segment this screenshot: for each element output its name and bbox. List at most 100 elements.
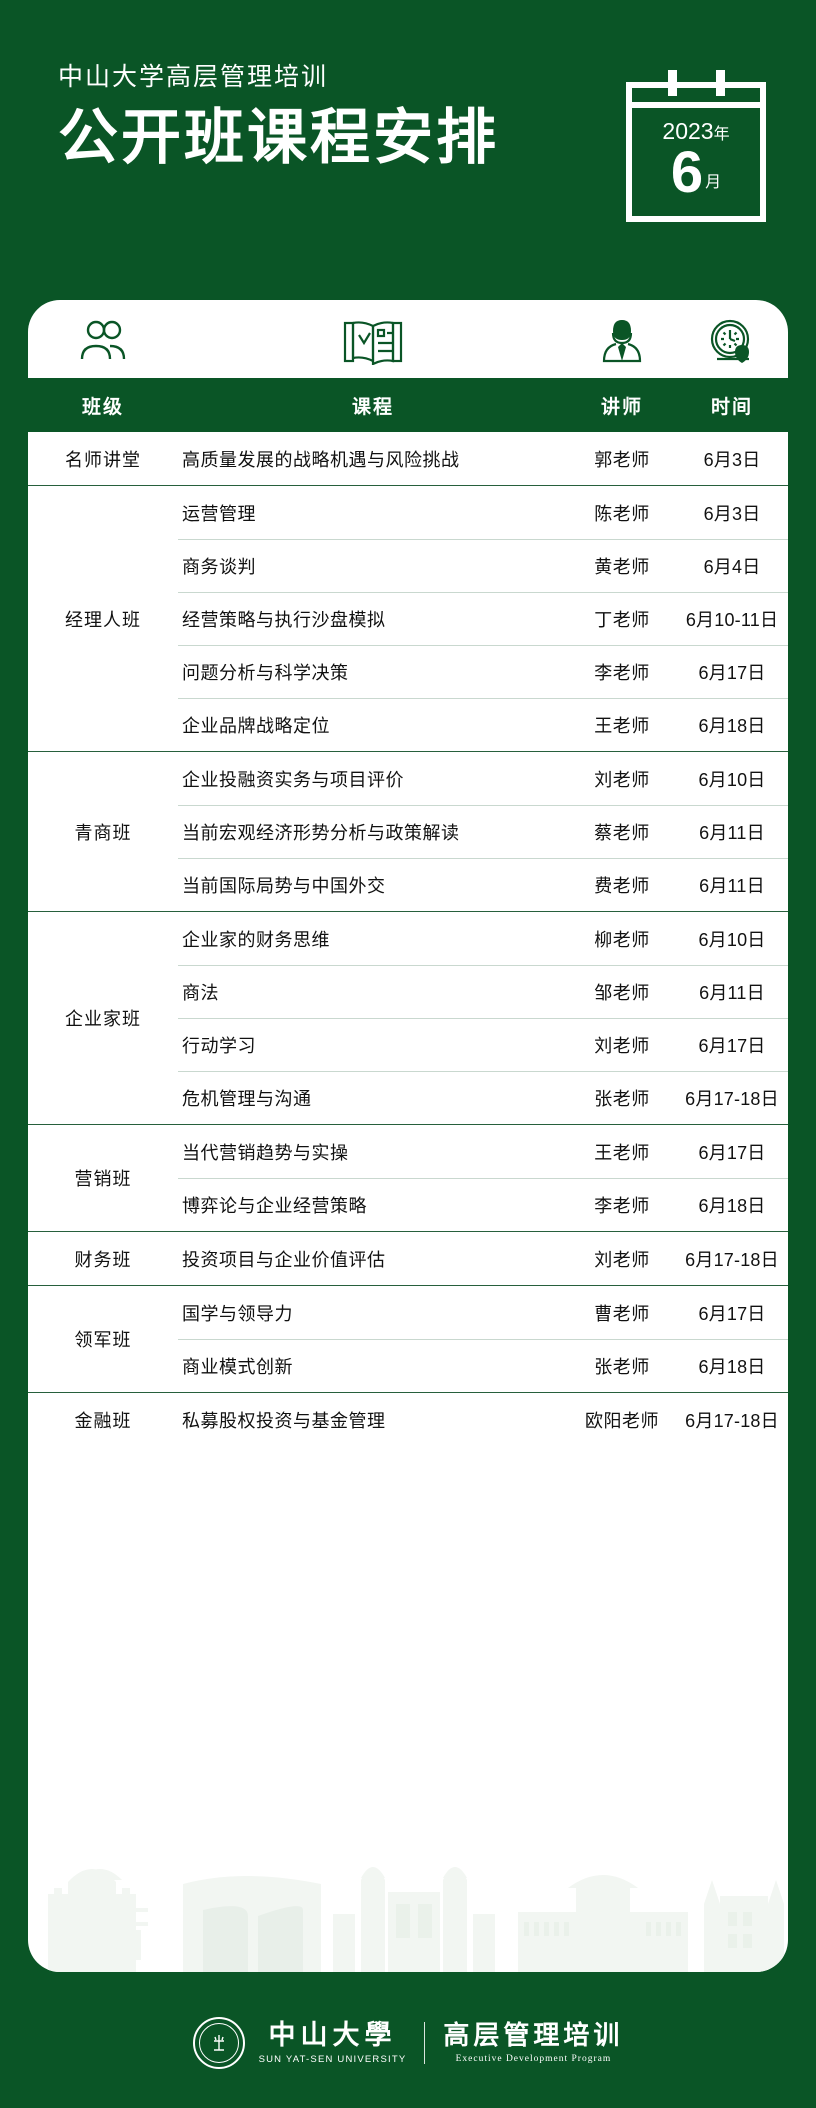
- page-title: 公开班课程安排: [58, 104, 499, 171]
- group-icon: [28, 319, 178, 363]
- table-row: 行动学习 刘老师 6月17日: [178, 1018, 788, 1071]
- class-name-cell: 营销班: [74, 1169, 132, 1189]
- instructor-icon: [568, 317, 676, 365]
- teacher-cell: 李老师: [594, 663, 650, 683]
- table-row: 商法 邹老师 6月11日: [178, 965, 788, 1018]
- date-cell: 6月11日: [699, 823, 765, 843]
- teacher-cell: 张老师: [594, 1357, 650, 1377]
- footer-university-en: SUN YAT-SEN UNIVERSITY: [258, 2054, 407, 2066]
- footer-university-cn: 中山大學: [268, 2019, 397, 2050]
- table-row: 企业投融资实务与项目评价 刘老师 6月10日: [178, 752, 788, 805]
- class-name-cell: 领军班: [74, 1330, 132, 1350]
- course-cell: 国学与领导力: [182, 1303, 293, 1324]
- calendar-month-unit: 月: [705, 174, 722, 192]
- date-cell: 6月17-18日: [685, 1410, 779, 1431]
- date-cell: 6月4日: [703, 557, 761, 577]
- table-row: 当代营销趋势与实操 王老师 6月17日: [178, 1125, 788, 1178]
- teacher-cell: 刘老师: [594, 1249, 650, 1270]
- table-row: 商业模式创新 张老师 6月18日: [178, 1339, 788, 1392]
- class-group: 企业家班 企业家的财务思维 柳老师 6月10日 商法 邹老师 6月11日 行动学习 刘老师 6月1…: [28, 911, 788, 1124]
- course-cell: 经营策略与执行沙盘模拟: [182, 610, 386, 630]
- teacher-cell: 曹老师: [594, 1303, 650, 1324]
- date-cell: 6月18日: [698, 1196, 766, 1216]
- class-group: 经理人班 运营管理 陈老师 6月3日 商务谈判 黄老师 6月4日 经营策略与执行沙盘模拟 丁老师…: [28, 485, 788, 751]
- date-cell: 6月10日: [698, 769, 766, 790]
- class-name-cell: 名师讲堂: [65, 449, 141, 470]
- date-cell: 6月17-18日: [685, 1089, 779, 1109]
- course-cell: 企业投融资实务与项目评价: [182, 769, 404, 790]
- footer-program-cn: 高层管理培训: [443, 2020, 624, 2051]
- table-row: 博弈论与企业经营策略 李老师 6月18日: [178, 1178, 788, 1231]
- university-seal-icon: [192, 2016, 245, 2069]
- date-cell: 6月17日: [698, 1036, 766, 1056]
- date-cell: 6月17日: [698, 663, 766, 683]
- date-cell: 6月11日: [699, 876, 765, 896]
- table-row: 当前宏观经济形势分析与政策解读 蔡老师 6月11日: [178, 805, 788, 858]
- column-header-class: 班级: [81, 396, 124, 418]
- teacher-cell: 邹老师: [594, 983, 650, 1003]
- table-row: 高质量发展的战略机遇与风险挑战 郭老师 6月3日: [178, 432, 788, 485]
- table-header-row: 班级 课程 讲师 时间: [28, 378, 788, 432]
- table-row: 经营策略与执行沙盘模拟 丁老师 6月10-11日: [178, 592, 788, 645]
- calendar-month-number: 6: [670, 140, 704, 205]
- date-cell: 6月10-11日: [685, 610, 779, 630]
- column-header-time: 时间: [710, 396, 753, 418]
- course-cell: 投资项目与企业价值评估: [182, 1249, 386, 1270]
- class-name-cell: 经理人班: [65, 609, 141, 630]
- teacher-cell: 王老师: [594, 716, 650, 736]
- footer-university: 中山大學 SUN YAT-SEN UNIVERSITY: [259, 2020, 407, 2065]
- class-group: 青商班 企业投融资实务与项目评价 刘老师 6月10日当前宏观经济形势分析与政策解读 蔡老…: [28, 751, 788, 911]
- teacher-cell: 王老师: [594, 1142, 650, 1163]
- teacher-cell: 费老师: [594, 876, 650, 896]
- course-cell: 高质量发展的战略机遇与风险挑战: [182, 449, 460, 470]
- clock-icon: [676, 317, 788, 365]
- header-subtitle: 中山大学高层管理培训: [58, 63, 329, 91]
- date-cell: 6月18日: [698, 1357, 766, 1377]
- course-cell: 当前宏观经济形势分析与政策解读: [182, 823, 460, 843]
- teacher-cell: 李老师: [594, 1196, 650, 1216]
- teacher-cell: 郭老师: [594, 449, 650, 470]
- course-cell: 当前国际局势与中国外交: [182, 876, 386, 896]
- class-group: 财务班 投资项目与企业价值评估 刘老师 6月17-18日: [28, 1231, 788, 1285]
- table-row: 问题分析与科学决策 李老师 6月17日: [178, 645, 788, 698]
- course-cell: 问题分析与科学决策: [182, 663, 349, 683]
- class-name-cell: 金融班: [74, 1410, 132, 1431]
- date-cell: 6月17-18日: [685, 1249, 779, 1270]
- date-cell: 6月17日: [698, 1303, 766, 1324]
- course-cell: 当代营销趋势与实操: [182, 1142, 349, 1163]
- date-cell: 6月18日: [698, 716, 766, 736]
- open-book-icon: [178, 317, 568, 365]
- course-cell: 企业品牌战略定位: [182, 716, 330, 736]
- class-group: 领军班 国学与领导力 曹老师 6月17日 商业模式创新 张老师 6月18日: [28, 1285, 788, 1392]
- course-cell: 运营管理: [182, 503, 256, 524]
- table-row: 投资项目与企业价值评估 刘老师 6月17-18日: [178, 1232, 788, 1285]
- calendar-year: 2023年: [662, 118, 730, 144]
- calendar-badge: 2023年 6 月: [626, 70, 766, 222]
- class-group: 名师讲堂 高质量发展的战略机遇与风险挑战 郭老师 6月3日: [28, 432, 788, 485]
- table-row: 当前国际局势与中国外交 费老师 6月11日: [178, 858, 788, 911]
- course-cell: 危机管理与沟通: [182, 1089, 312, 1109]
- class-group: 营销班 当代营销趋势与实操 王老师 6月17日 博弈论与企业经营策略 李老师 6月18日: [28, 1124, 788, 1231]
- date-cell: 6月11日: [699, 983, 765, 1003]
- footer-program: 高层管理培训 Executive Development Program: [443, 2020, 624, 2064]
- course-cell: 企业家的财务思维: [182, 929, 330, 950]
- course-cell: 博弈论与企业经营策略: [182, 1196, 367, 1216]
- course-cell: 行动学习: [182, 1036, 256, 1056]
- teacher-cell: 柳老师: [594, 929, 650, 950]
- schedule-card: 班级 课程 讲师 时间 名师讲堂 高质量发展的战略机遇与风险挑战 郭老师 6月3日 经理…: [28, 300, 788, 1972]
- header-titles: 中山大学高层管理培训 公开班课程安排: [58, 62, 499, 171]
- teacher-cell: 陈老师: [594, 503, 650, 524]
- table-row: 企业品牌战略定位 王老师 6月18日: [178, 698, 788, 751]
- class-name-cell: 企业家班: [65, 1009, 141, 1029]
- class-name-cell: 青商班: [74, 822, 132, 843]
- column-header-course: 课程: [351, 396, 394, 418]
- campus-skyline-watermark: [48, 1867, 784, 1972]
- table-row: 企业家的财务思维 柳老师 6月10日: [178, 912, 788, 965]
- teacher-cell: 张老师: [594, 1089, 650, 1109]
- page-header: 中山大学高层管理培训 公开班课程安排 2023年 6 月: [0, 0, 816, 300]
- teacher-cell: 刘老师: [594, 1036, 650, 1056]
- teacher-cell: 丁老师: [594, 610, 650, 630]
- table-row: 私募股权投资与基金管理 欧阳老师 6月17-18日: [178, 1393, 788, 1446]
- footer-logo: 中山大學 SUN YAT-SEN UNIVERSITY 高层管理培训 Execu…: [0, 1995, 816, 2090]
- teacher-cell: 刘老师: [594, 769, 650, 790]
